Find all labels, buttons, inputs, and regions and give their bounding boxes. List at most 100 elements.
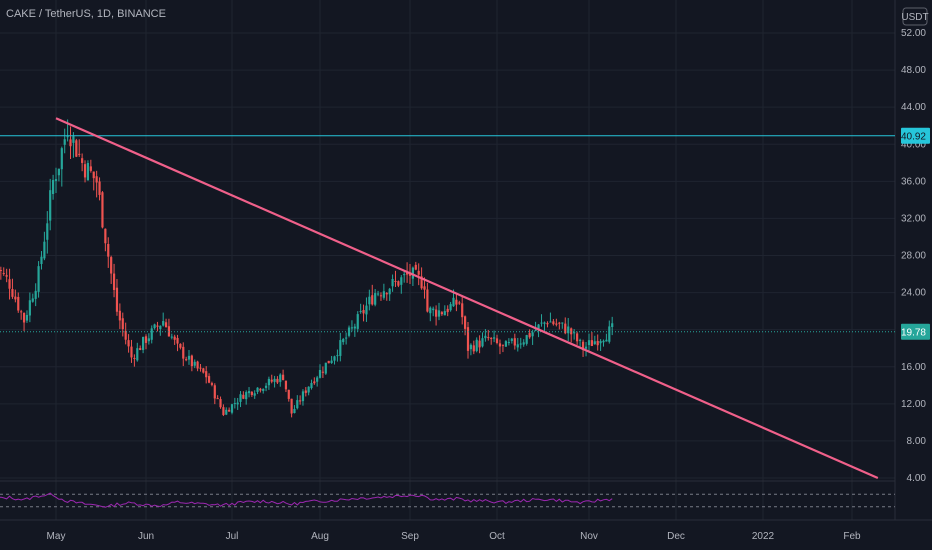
- candle-body: [210, 383, 214, 385]
- x-tick-label: Nov: [580, 531, 598, 542]
- candle-body: [371, 295, 374, 305]
- candle-body: [534, 329, 537, 331]
- candle-body: [304, 390, 307, 393]
- candle-body: [487, 337, 490, 339]
- candle-body: [104, 228, 107, 244]
- candle-body: [584, 346, 588, 349]
- candle-body: [17, 296, 20, 311]
- candle-body: [519, 343, 522, 345]
- candle-body: [153, 324, 156, 329]
- candle-body: [43, 241, 46, 259]
- candle-body: [228, 409, 231, 412]
- x-tick-label: Jul: [226, 531, 239, 542]
- candle-body: [578, 339, 582, 341]
- candle-body: [2, 273, 5, 275]
- y-tick-label: 16.00: [901, 362, 926, 373]
- candle-body: [101, 192, 104, 228]
- candle-body: [353, 326, 356, 329]
- candle-body: [250, 391, 253, 395]
- candle-body: [34, 290, 37, 299]
- candle-body: [170, 336, 173, 338]
- candle-body: [432, 308, 435, 311]
- candle-body: [49, 190, 52, 221]
- candle-body: [127, 340, 130, 347]
- candle-body: [605, 339, 608, 342]
- candle-body: [546, 323, 549, 325]
- y-tick-label: 32.00: [901, 213, 926, 224]
- candle-body: [299, 400, 302, 402]
- candle-body: [230, 404, 234, 413]
- candle-body: [376, 293, 380, 295]
- candle-body: [150, 328, 153, 340]
- candle-body: [81, 158, 84, 163]
- candle-body: [196, 361, 199, 369]
- candle-body: [321, 371, 325, 373]
- candle-body: [391, 278, 394, 287]
- candle-body: [313, 381, 316, 384]
- candle-body: [46, 223, 49, 240]
- x-tick-label: Oct: [489, 531, 505, 542]
- candle-body: [293, 409, 296, 414]
- candle-body: [296, 400, 299, 409]
- candle-body: [374, 293, 377, 305]
- candle-body: [504, 341, 508, 347]
- candle-body: [400, 277, 403, 285]
- candle-body: [397, 281, 400, 286]
- candle-body: [124, 330, 127, 340]
- candle-body: [484, 335, 487, 339]
- candle-body: [602, 340, 605, 343]
- candle-body: [301, 391, 305, 402]
- candle-body: [537, 324, 540, 330]
- candle-body: [543, 322, 546, 324]
- candle-body: [245, 392, 248, 400]
- candle-body: [596, 340, 599, 346]
- candle-body: [573, 332, 576, 334]
- candle-body: [115, 287, 119, 312]
- candle-body: [147, 338, 150, 342]
- candle-body: [429, 307, 432, 314]
- candle-body: [22, 312, 26, 323]
- candle-body: [28, 300, 31, 316]
- candle-body: [25, 314, 29, 321]
- candle-body: [528, 333, 531, 338]
- candle-body: [466, 327, 470, 351]
- candle-body: [92, 171, 95, 179]
- candle-body: [5, 275, 8, 277]
- candle-body: [333, 356, 336, 361]
- candle-body: [86, 162, 90, 181]
- y-tick-label: 36.00: [901, 176, 926, 187]
- candle-body: [350, 327, 354, 329]
- candle-body: [490, 337, 493, 339]
- candle-body: [581, 341, 585, 351]
- candle-body: [507, 342, 510, 344]
- candle-body: [513, 338, 516, 346]
- candle-body: [403, 274, 406, 276]
- candle-body: [516, 344, 519, 348]
- y-tick-label: 12.00: [901, 399, 926, 410]
- candle-body: [273, 378, 276, 382]
- candle-body: [159, 325, 162, 329]
- candle-body: [522, 342, 525, 345]
- candle-body: [139, 348, 142, 350]
- candle-body: [164, 322, 168, 328]
- candle-body: [205, 371, 208, 378]
- candle-body: [270, 379, 273, 382]
- candle-body: [89, 166, 92, 171]
- candle-body: [567, 326, 570, 334]
- candle-body: [561, 322, 564, 324]
- currency-badge-box: [902, 7, 928, 26]
- candle-body: [110, 257, 113, 274]
- candle-body: [435, 309, 438, 317]
- candle-body: [276, 378, 279, 383]
- candle-body: [11, 289, 14, 297]
- candle-body: [525, 335, 528, 344]
- candle-body: [440, 312, 443, 315]
- candle-body: [190, 355, 193, 367]
- candle-body: [72, 136, 75, 143]
- candle-body: [611, 323, 614, 328]
- y-tick-label: 40.00: [901, 139, 926, 150]
- candle-body: [481, 338, 484, 347]
- y-tick-label: 52.00: [901, 28, 926, 39]
- candle-body: [495, 338, 499, 343]
